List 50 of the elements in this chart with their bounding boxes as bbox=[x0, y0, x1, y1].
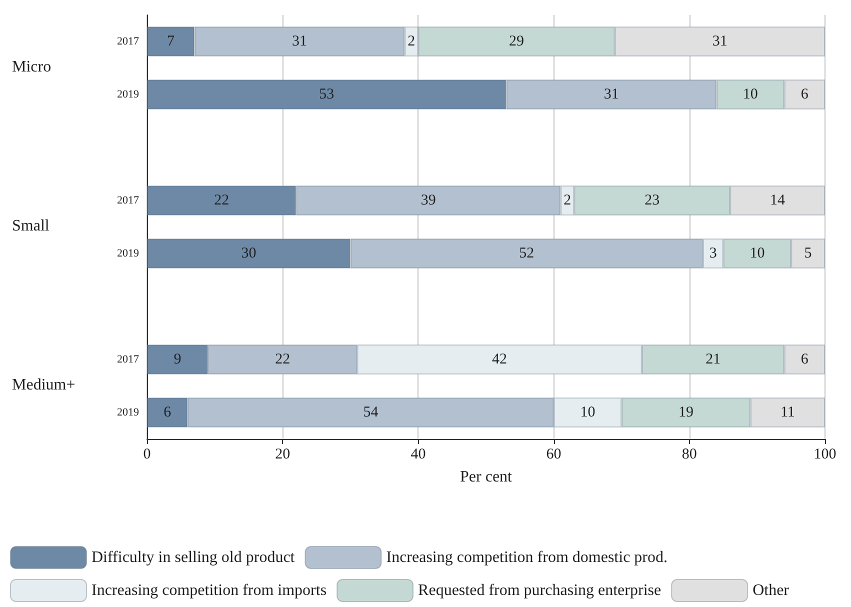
y-tick-label: 2017 bbox=[117, 194, 140, 206]
x-tick-label: 20 bbox=[275, 446, 290, 462]
data-label: 11 bbox=[780, 404, 795, 420]
data-label: 2 bbox=[408, 34, 416, 50]
data-label: 6 bbox=[800, 86, 809, 102]
data-label: 10 bbox=[742, 86, 758, 102]
x-tick-label: 60 bbox=[546, 446, 562, 462]
data-label: 53 bbox=[319, 86, 334, 102]
data-label: 5 bbox=[804, 246, 812, 262]
data-label: 30 bbox=[241, 246, 256, 262]
data-label: 52 bbox=[519, 246, 534, 262]
legend-label: Increasing competition from imports bbox=[92, 582, 327, 599]
data-label: 22 bbox=[275, 352, 290, 368]
data-label: 23 bbox=[644, 192, 660, 208]
y-tick-label: 2019 bbox=[117, 88, 140, 100]
data-label: 31 bbox=[604, 86, 619, 102]
data-label: 6 bbox=[800, 352, 809, 368]
data-label: 2 bbox=[564, 192, 572, 208]
y-tick-label: 2019 bbox=[117, 248, 140, 260]
legend-label: Requested from purchasing enterprise bbox=[418, 582, 662, 599]
data-label: 39 bbox=[420, 192, 436, 208]
x-tick-label: 0 bbox=[143, 446, 151, 462]
data-label: 9 bbox=[174, 352, 182, 368]
data-label: 22 bbox=[214, 192, 230, 208]
y-tick-label: 2017 bbox=[117, 354, 140, 366]
x-axis-title: Per cent bbox=[460, 468, 513, 486]
text: Medium+ bbox=[12, 376, 76, 394]
data-label: 31 bbox=[712, 34, 728, 50]
data-label: 6 bbox=[164, 404, 172, 420]
data-label: 54 bbox=[363, 404, 379, 420]
data-label: 10 bbox=[750, 246, 765, 262]
data-label: 29 bbox=[509, 34, 524, 50]
legend-label: Difficulty in selling old product bbox=[92, 549, 296, 566]
data-label: 19 bbox=[678, 404, 694, 420]
data-label: 7 bbox=[166, 34, 175, 50]
data-label: 3 bbox=[709, 246, 717, 262]
text: Micro bbox=[12, 58, 52, 76]
x-tick-label: 100 bbox=[814, 446, 836, 462]
data-label: 10 bbox=[580, 404, 596, 420]
legend-label: Increasing competition from domestic prod. bbox=[386, 549, 668, 566]
y-tick-label: 2019 bbox=[117, 406, 140, 418]
data-label: 14 bbox=[770, 192, 786, 208]
x-tick-label: 80 bbox=[682, 446, 697, 462]
x-tick-label: 40 bbox=[410, 446, 426, 462]
text: Small bbox=[12, 218, 50, 234]
y-tick-label: 2017 bbox=[117, 36, 140, 48]
data-label: 21 bbox=[706, 352, 721, 368]
legend-label: Other bbox=[752, 582, 790, 599]
data-label: 42 bbox=[492, 352, 508, 368]
data-label: 31 bbox=[292, 34, 308, 50]
